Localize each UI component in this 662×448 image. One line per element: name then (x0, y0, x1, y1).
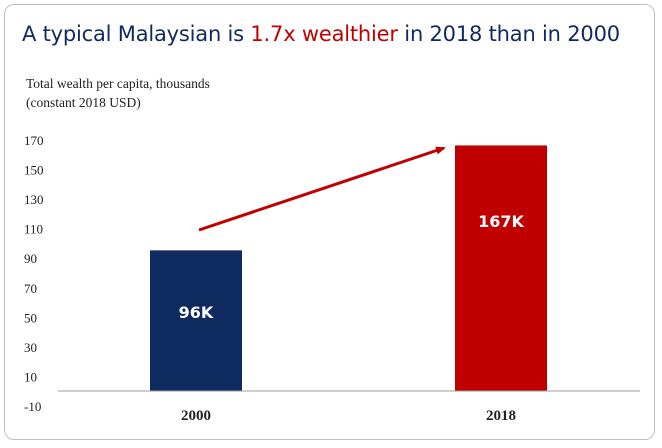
y-tick-label: 50 (24, 310, 37, 325)
y-tick-label: 30 (24, 340, 37, 355)
y-tick-label: 130 (24, 192, 44, 207)
y-axis-ticks: -10 10 30 50 70 90 110 130 150 170 (24, 133, 44, 414)
bars: 96K 167K (150, 145, 547, 391)
data-label-2018: 167K (478, 212, 524, 231)
data-label-2000: 96K (179, 303, 214, 322)
x-tick-label-2018: 2018 (486, 408, 516, 424)
x-axis-ticks: 2000 2018 (181, 408, 516, 424)
growth-arrow (198, 146, 446, 232)
y-tick-label: 10 (24, 369, 37, 384)
x-tick-label-2000: 2000 (181, 408, 211, 424)
y-axis-label-line2: (constant 2018 USD) (26, 95, 141, 110)
y-tick-label: 90 (24, 251, 37, 266)
chart-title: A typical Malaysian is 1.7x wealthier in… (22, 22, 620, 46)
y-axis-label: Total wealth per capita, thousands (cons… (26, 74, 210, 112)
y-axis-label-line1: Total wealth per capita, thousands (26, 76, 210, 91)
title-highlight: 1.7x wealthier (250, 22, 398, 46)
bar-2018 (455, 145, 547, 391)
title-prefix: A typical Malaysian is (22, 22, 251, 46)
y-tick-label: 150 (24, 163, 44, 178)
y-tick-label: 170 (24, 133, 44, 148)
title-suffix: in 2018 than in 2000 (397, 22, 620, 46)
bar-2000 (150, 250, 242, 391)
y-tick-label: 110 (24, 222, 43, 237)
y-tick-label: 70 (24, 281, 37, 296)
y-tick-label: -10 (24, 399, 41, 414)
